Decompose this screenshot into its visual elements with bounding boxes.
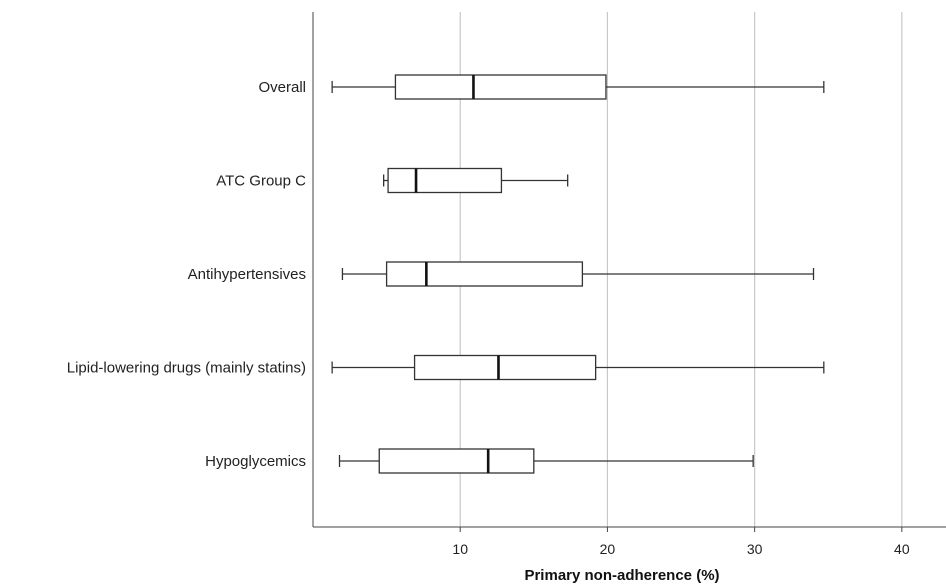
box-4 [339,449,753,473]
category-label: Lipid-lowering drugs (mainly statins) [67,360,306,377]
iqr-box [415,356,596,380]
category-label: Overall [258,79,306,96]
category-label: ATC Group C [216,173,306,190]
category-label: Hypoglycemics [205,453,306,470]
box-0 [332,75,824,99]
category-labels: Overall ATC Group C Antihypertensives Lipid… [67,79,306,470]
boxplots [332,75,824,473]
iqr-box [379,449,534,473]
x-tick-label-10: 10 [452,541,468,557]
box-2 [342,262,813,286]
x-axis-title: Primary non-adherence (%) [524,567,719,584]
box-1 [384,169,568,193]
box-3 [332,356,824,380]
iqr-box [395,75,606,99]
x-tick-label-20: 20 [600,541,616,557]
category-label: Antihypertensives [188,266,306,283]
x-tick-label-40: 40 [894,541,910,557]
iqr-box [387,262,583,286]
x-tick-labels: 10 20 30 40 [452,527,909,557]
iqr-box [388,169,501,193]
x-tick-label-30: 30 [747,541,763,557]
